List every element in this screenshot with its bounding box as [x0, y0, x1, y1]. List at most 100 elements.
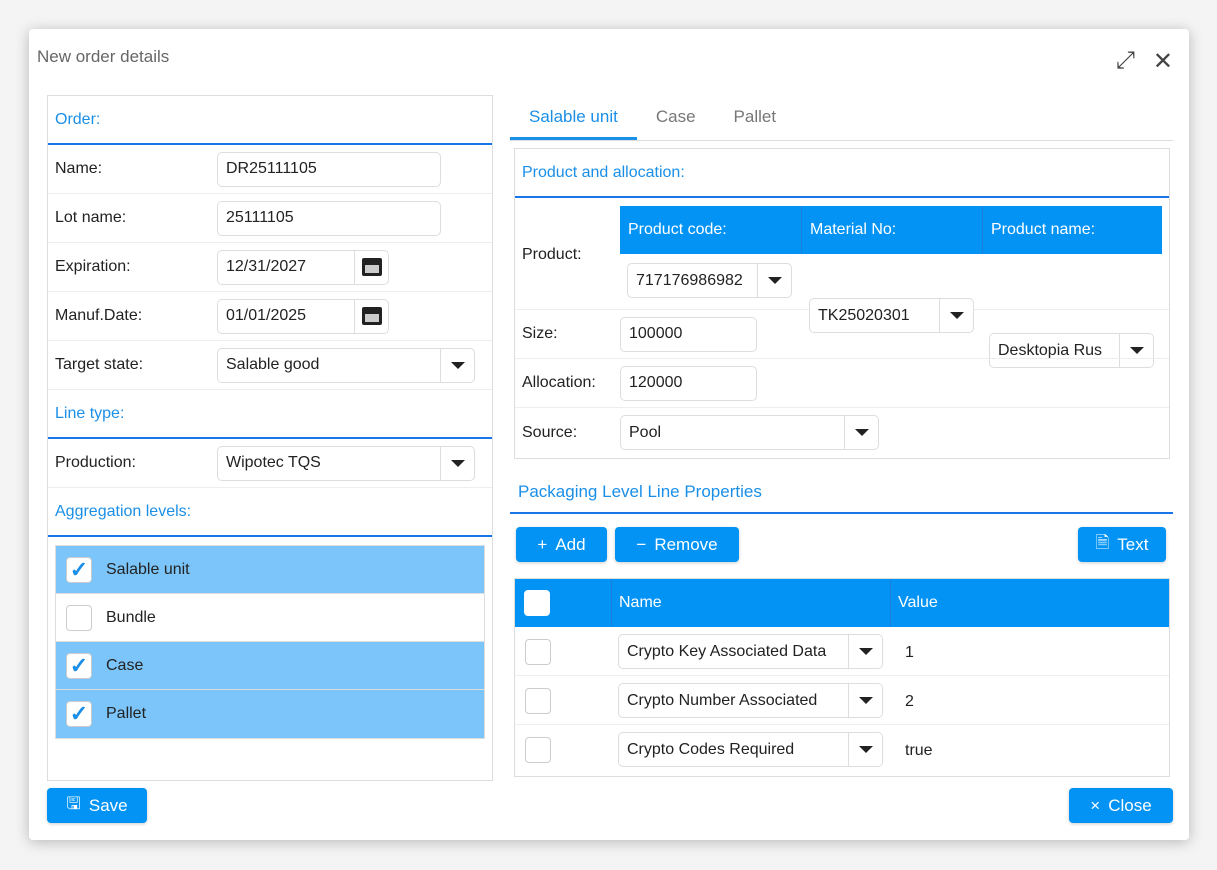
aggregation-item-bundle[interactable]: Bundle: [56, 594, 484, 642]
chevron-down-icon[interactable]: [440, 348, 474, 382]
line-type-section-title: Line type:: [48, 390, 492, 439]
item-label: Case: [106, 656, 144, 674]
minus-icon: −: [636, 534, 647, 554]
chevron-down-icon[interactable]: [848, 635, 882, 668]
production-value: Wipotec TQS: [226, 454, 321, 471]
aggregation-list: ✓ Salable unit Bundle ✓ Case ✓ Pallet: [55, 545, 485, 739]
lot-input[interactable]: 25111105: [217, 200, 441, 236]
aggregation-item-case[interactable]: ✓ Case: [56, 642, 484, 690]
row-checkbox[interactable]: [525, 737, 551, 763]
text-button[interactable]: 🗎 Text: [1078, 527, 1166, 562]
header-product-code: Product code:: [620, 206, 802, 254]
manuf-label: Manuf.Date:: [55, 307, 143, 324]
add-label: Add: [555, 534, 586, 554]
chevron-down-icon[interactable]: [848, 733, 882, 766]
chevron-down-icon[interactable]: [757, 264, 791, 297]
text-label: Text: [1117, 534, 1149, 554]
remove-button[interactable]: − Remove: [615, 527, 739, 562]
table-row: Crypto Codes Required true: [515, 725, 1169, 774]
order-panel: Order: Name: DR25111105 Lot name: 25111105…: [47, 95, 493, 781]
remove-label: Remove: [654, 534, 718, 554]
property-name-select[interactable]: Crypto Key Associated Data: [618, 634, 883, 669]
target-value: Salable good: [226, 356, 320, 373]
product-name-select[interactable]: Desktopia Rus: [989, 333, 1154, 368]
select-all-checkbox[interactable]: [524, 590, 550, 616]
name-input[interactable]: DR25111105: [217, 151, 441, 187]
property-name: Crypto Codes Required: [627, 740, 795, 758]
chevron-down-icon[interactable]: [939, 299, 973, 332]
product-code-select[interactable]: 717176986982: [627, 263, 792, 298]
name-label: Name:: [55, 160, 103, 177]
item-label: Pallet: [106, 705, 147, 722]
checkbox-checked[interactable]: ✓: [66, 701, 92, 727]
tab-salable-unit[interactable]: Salable unit: [510, 95, 637, 140]
chevron-down-icon[interactable]: [440, 446, 474, 480]
checkbox-checked[interactable]: ✓: [66, 556, 92, 583]
table-row: Crypto Key Associated Data 1: [515, 627, 1169, 676]
table-row: Crypto Number Associated 2: [515, 676, 1169, 725]
product-section-title: Product and allocation:: [515, 149, 1169, 198]
aggregation-item-salable-unit[interactable]: ✓ Salable unit: [56, 546, 484, 594]
chevron-down-icon[interactable]: [1119, 334, 1153, 367]
order-dialog: New order details ⤢ ✕ Order: Name: DR2511…: [29, 29, 1189, 840]
material-no-value: TK25020301: [818, 306, 910, 324]
expiration-label: Expiration:: [55, 258, 131, 275]
save-label: Save: [88, 795, 128, 815]
source-label: Source:: [522, 423, 578, 441]
row-checkbox[interactable]: [525, 639, 551, 665]
header-value: Value: [898, 594, 938, 611]
manuf-date-input[interactable]: 01/01/2025: [217, 298, 389, 334]
product-header: Product code: Material No: Product name:: [620, 206, 1162, 254]
packaging-section-title: Packaging Level Line Properties: [510, 471, 1173, 514]
tab-pallet[interactable]: Pallet: [733, 107, 777, 126]
property-value: 2: [905, 693, 914, 710]
checkbox[interactable]: [66, 604, 92, 631]
save-button[interactable]: 🖫 Save: [47, 788, 147, 823]
close-label: Close: [1108, 795, 1152, 815]
target-state-select[interactable]: Salable good: [217, 347, 475, 383]
property-name-select[interactable]: Crypto Codes Required: [618, 732, 883, 767]
close-button[interactable]: × Close: [1069, 788, 1173, 823]
source-value: Pool: [629, 423, 662, 441]
allocation-label: Allocation:: [522, 374, 596, 391]
material-no-select[interactable]: TK25020301: [809, 298, 974, 333]
manuf-value: 01/01/2025: [226, 307, 307, 324]
target-label: Target state:: [55, 356, 144, 373]
item-label: Bundle: [106, 608, 156, 626]
header-material-no: Material No:: [802, 206, 983, 254]
tab-case[interactable]: Case: [655, 107, 696, 126]
header-name: Name: [612, 579, 891, 627]
property-name-select[interactable]: Crypto Number Associated: [618, 683, 883, 718]
properties-table: Name Value Crypto Key Associated Data 1 …: [514, 578, 1170, 777]
calendar-icon[interactable]: [354, 299, 388, 333]
property-value: true: [905, 742, 933, 759]
product-code-value: 717176986982: [636, 271, 743, 289]
header-product-name: Product name:: [991, 221, 1096, 238]
property-name: Crypto Number Associated: [627, 691, 818, 709]
property-name: Crypto Key Associated Data: [627, 642, 827, 660]
product-name-value: Desktopia Rus: [998, 341, 1103, 359]
expand-icon[interactable]: ⤢: [1115, 47, 1135, 74]
checkbox-checked[interactable]: ✓: [66, 652, 92, 679]
chevron-down-icon[interactable]: [844, 416, 878, 449]
level-tabs: Salable unit Case Pallet: [510, 95, 1173, 141]
size-label: Size:: [522, 325, 558, 342]
allocation-input[interactable]: 120000: [620, 365, 757, 401]
item-label: Salable unit: [106, 560, 190, 578]
property-value: 1: [905, 644, 914, 661]
close-icon[interactable]: ✕: [1152, 48, 1173, 75]
lot-label: Lot name:: [55, 209, 127, 226]
row-checkbox[interactable]: [525, 688, 551, 714]
chevron-down-icon[interactable]: [848, 684, 882, 717]
expiration-value: 12/31/2027: [226, 258, 307, 275]
add-button[interactable]: + Add: [516, 527, 607, 562]
order-section-title: Order:: [48, 96, 492, 145]
production-select[interactable]: Wipotec TQS: [217, 445, 475, 481]
expiration-input[interactable]: 12/31/2027: [217, 249, 389, 285]
aggregation-item-pallet[interactable]: ✓ Pallet: [56, 690, 484, 738]
size-input[interactable]: 100000: [620, 316, 757, 352]
source-select[interactable]: Pool: [620, 415, 879, 450]
calendar-icon[interactable]: [354, 250, 388, 284]
plus-icon: +: [537, 534, 548, 554]
production-label: Production:: [55, 454, 136, 471]
